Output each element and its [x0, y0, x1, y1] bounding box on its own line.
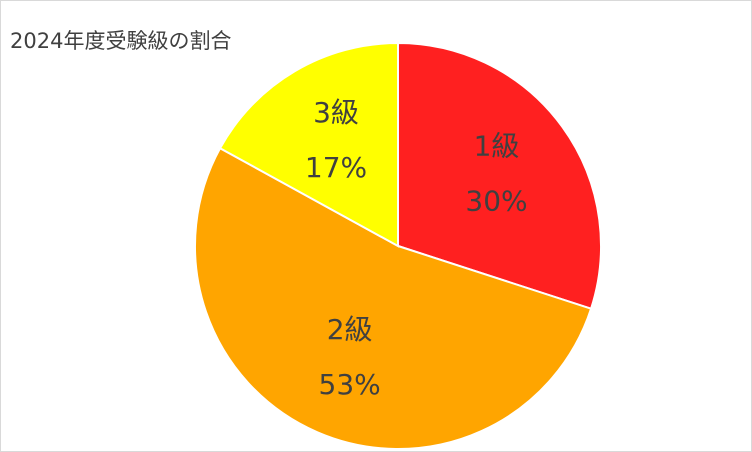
chart-title: 2024年度受験級の割合	[10, 29, 231, 53]
pie-slice	[397, 41, 602, 310]
slice-label: 1級	[474, 129, 520, 162]
slice-value-label: 53%	[319, 368, 381, 401]
slice-label: 3級	[313, 96, 359, 129]
pie-slice	[218, 41, 399, 248]
pie-slice	[194, 146, 593, 450]
slice-value-label: 30%	[465, 184, 527, 217]
slice-value-label: 17%	[305, 151, 367, 184]
slice-label: 2級	[327, 313, 373, 346]
